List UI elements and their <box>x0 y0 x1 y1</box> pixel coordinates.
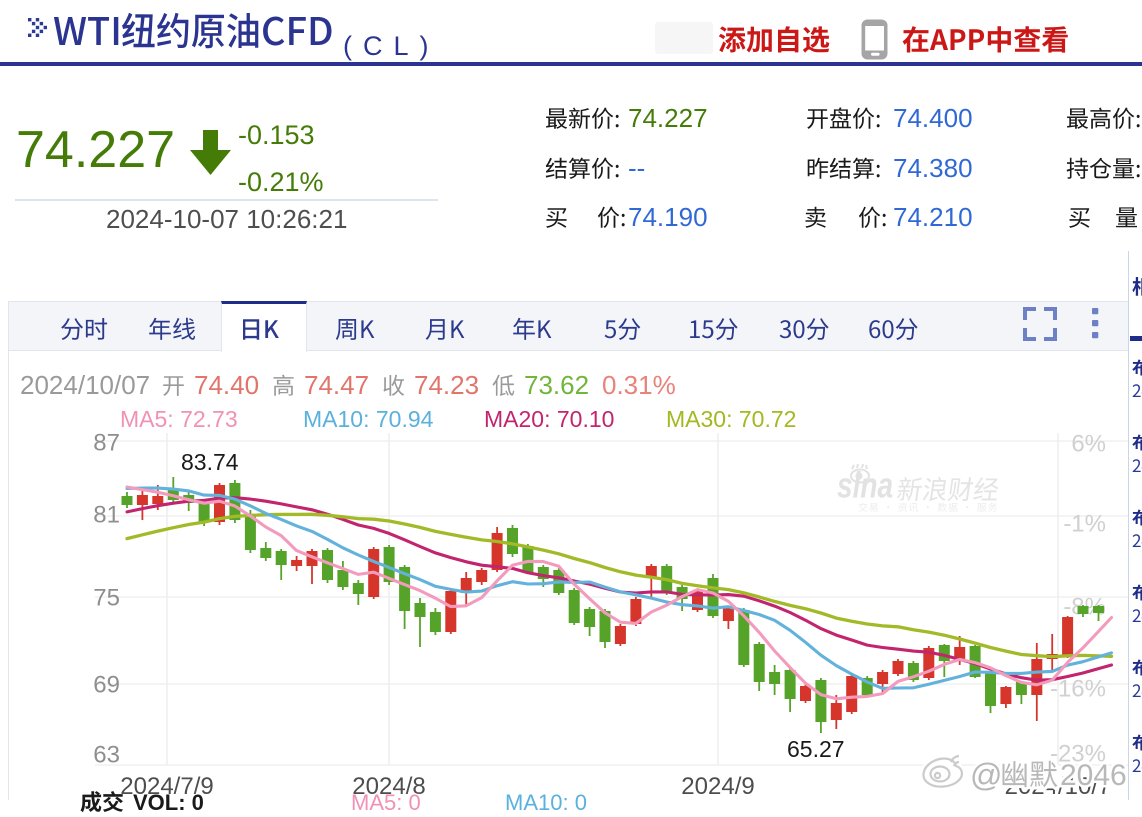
svg-text:69: 69 <box>93 672 120 699</box>
svg-text:2024/8: 2024/8 <box>352 773 425 800</box>
svg-text:2024/9: 2024/9 <box>681 773 754 800</box>
svg-text:87: 87 <box>93 430 120 457</box>
svg-text:-16%: -16% <box>1050 676 1106 703</box>
svg-text:2024/7/9: 2024/7/9 <box>120 773 213 800</box>
svg-text:65.27: 65.27 <box>787 736 845 762</box>
svg-text:-1%: -1% <box>1063 511 1106 538</box>
svg-text:75: 75 <box>93 585 120 612</box>
svg-text:83.74: 83.74 <box>181 449 239 475</box>
svg-text:63: 63 <box>93 742 120 769</box>
svg-text:6%: 6% <box>1071 431 1106 458</box>
svg-text:81: 81 <box>93 502 120 529</box>
svg-text:-23%: -23% <box>1050 741 1106 768</box>
